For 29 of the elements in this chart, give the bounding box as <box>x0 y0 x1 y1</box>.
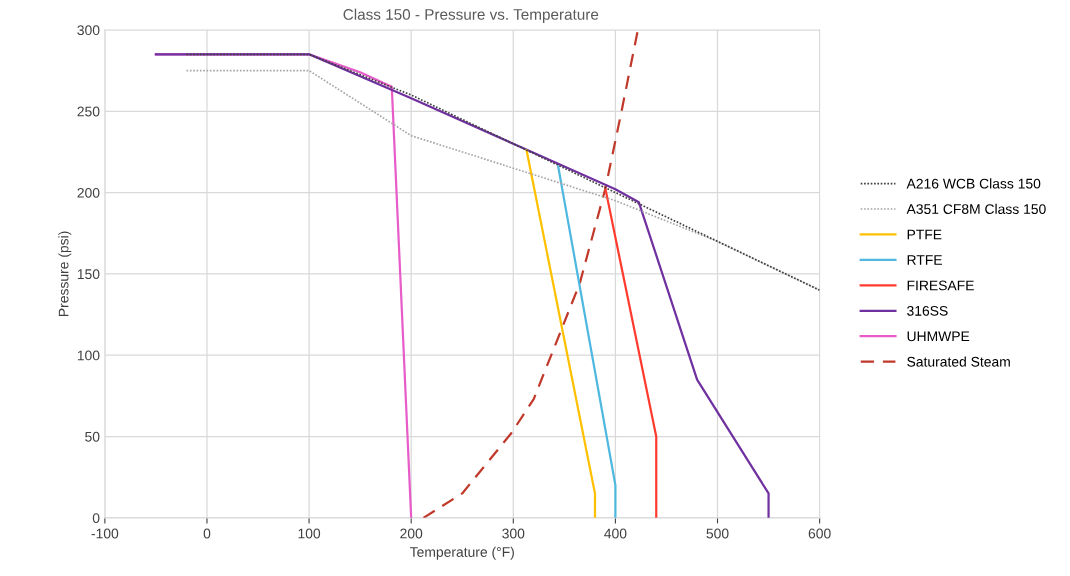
line-series <box>557 165 617 518</box>
x-tick-label: 500 <box>706 528 729 539</box>
chart-title: Class 150 - Pressure vs. Temperature <box>343 8 599 23</box>
x-tick-label: 300 <box>502 528 525 539</box>
legend-label: PTFE <box>907 229 942 240</box>
y-axis-title: Pressure (psi) <box>58 231 72 316</box>
x-tick-label: 600 <box>808 528 831 539</box>
x-tick-label: 100 <box>298 528 321 539</box>
x-tick-label: -100 <box>91 528 119 539</box>
legend-label: Saturated Steam <box>907 356 1010 367</box>
line-series <box>422 29 639 518</box>
y-tick-label: 300 <box>77 25 100 36</box>
legend-label: UHMWPE <box>907 331 970 342</box>
y-tick-label: 0 <box>92 513 100 523</box>
line-series <box>154 53 770 518</box>
legend-label: A216 WCB Class 150 <box>906 178 1041 189</box>
legend-label: 316SS <box>907 305 948 316</box>
y-tick-label: 250 <box>77 106 100 117</box>
x-tick-label: 400 <box>604 528 627 539</box>
legend-label: RTFE <box>907 255 942 265</box>
y-tick-label: 200 <box>77 187 100 198</box>
legend-label: FIRESAFE <box>907 280 974 291</box>
x-tick-label: 200 <box>400 528 423 539</box>
y-tick-label: 50 <box>85 431 100 442</box>
x-tick-label: 0 <box>203 528 211 539</box>
y-tick-label: 100 <box>77 350 100 361</box>
legend-label: A351 CF8M Class 150 <box>906 203 1046 214</box>
y-tick-label: 150 <box>77 269 100 280</box>
x-axis-title: Temperature (°F) <box>410 546 514 560</box>
